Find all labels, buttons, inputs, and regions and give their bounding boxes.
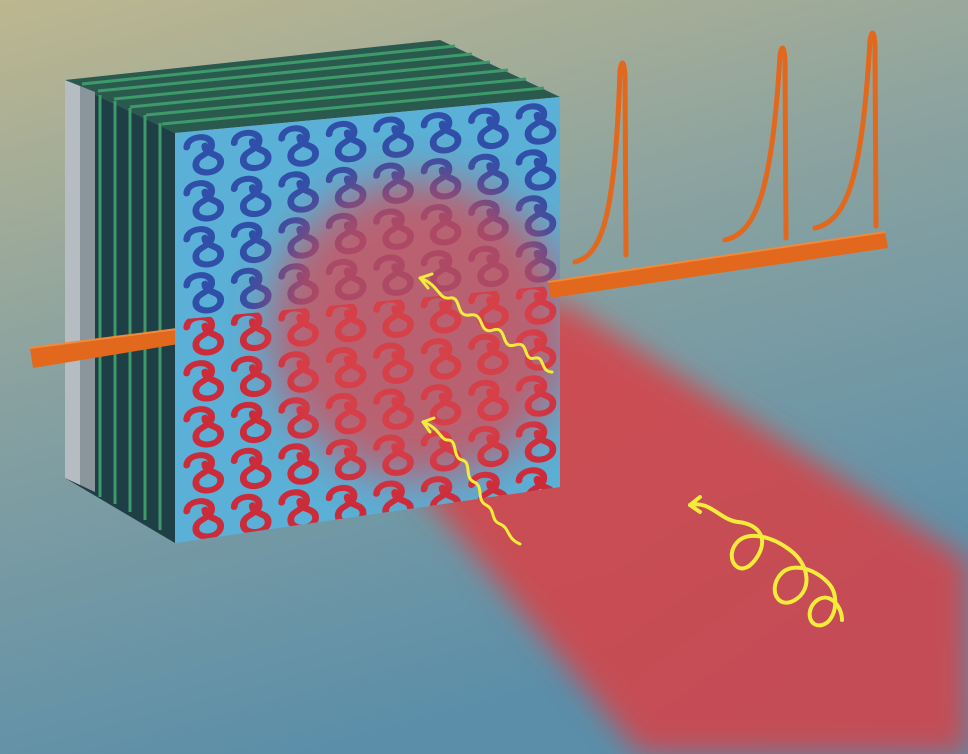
input-fiber bbox=[29, 325, 203, 368]
chip-layer-stack bbox=[65, 40, 560, 543]
output-fiber bbox=[547, 231, 888, 298]
photon-wave-packet-upper bbox=[418, 272, 554, 374]
spectrum-peaks bbox=[572, 30, 879, 265]
laser-spot bbox=[270, 180, 560, 480]
spiral-photon bbox=[688, 495, 844, 628]
photon-wave-packet-lower bbox=[421, 416, 522, 546]
chip-front-face bbox=[175, 97, 560, 543]
